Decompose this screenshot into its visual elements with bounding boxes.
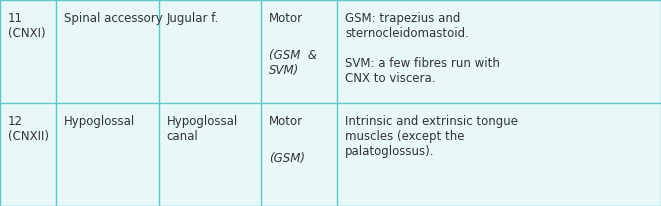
Text: (GSM  &
SVM): (GSM & SVM) [269,49,317,77]
Text: 12
(CNXII): 12 (CNXII) [8,115,49,143]
Text: Hypoglossal
canal: Hypoglossal canal [167,115,238,143]
Text: (GSM): (GSM) [269,152,305,165]
Text: Hypoglossal: Hypoglossal [64,115,136,128]
Text: Jugular f.: Jugular f. [167,12,219,25]
Text: 11
(CNXI): 11 (CNXI) [8,12,46,40]
Text: Motor: Motor [269,12,303,25]
Text: Spinal accessory: Spinal accessory [64,12,163,25]
Text: Motor: Motor [269,115,303,128]
Text: GSM: trapezius and
sternocleidomastoid.

SVM: a few fibres run with
CNX to visce: GSM: trapezius and sternocleidomastoid. … [345,12,500,85]
Text: Intrinsic and extrinsic tongue
muscles (except the
palatoglossus).: Intrinsic and extrinsic tongue muscles (… [345,115,518,158]
